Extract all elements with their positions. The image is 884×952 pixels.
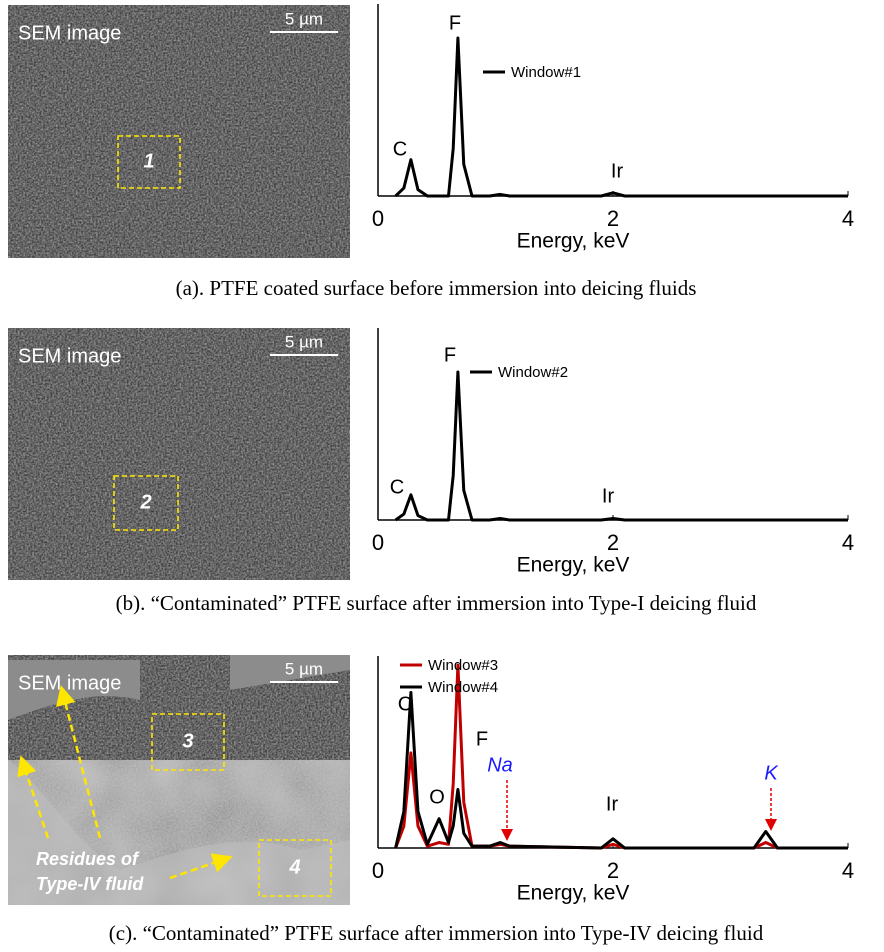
x-tick-label: 0 xyxy=(372,858,384,883)
x-tick-label: 4 xyxy=(842,858,854,883)
spectrum-line xyxy=(394,370,848,522)
peak-label: F xyxy=(444,344,456,366)
caption: (a). PTFE coated surface before immersio… xyxy=(176,276,697,300)
scale-bar-label: 5 µm xyxy=(285,9,323,28)
legend-label: Window#1 xyxy=(511,64,581,81)
spectrum-line xyxy=(394,690,848,850)
image-label: SEM image xyxy=(18,345,121,367)
spectrum-line xyxy=(394,36,848,198)
image-label: SEM image xyxy=(18,672,121,694)
scale-bar-label: 5 µm xyxy=(285,659,323,678)
peak-label: Ir xyxy=(602,485,615,507)
x-axis-label: Energy, keV xyxy=(517,882,630,905)
window-number: 1 xyxy=(143,150,154,172)
sem-texture xyxy=(8,328,350,580)
image-note: Type-IV fluid xyxy=(36,874,144,894)
window-number: 2 xyxy=(139,491,151,513)
caption: (b). “Contaminated” PTFE surface after i… xyxy=(116,591,757,615)
peak-label: F xyxy=(476,728,488,750)
image-note: Residues of xyxy=(36,849,140,869)
peak-label: C xyxy=(390,476,404,498)
x-tick-label: 4 xyxy=(842,530,854,555)
peak-label: Ir xyxy=(611,160,624,182)
peak-label: K xyxy=(764,762,779,784)
x-tick-label: 2 xyxy=(607,206,619,231)
fluid-texture xyxy=(8,760,350,905)
x-axis-label: Energy, keV xyxy=(517,554,630,577)
peak-label: C xyxy=(393,138,407,160)
x-tick-label: 4 xyxy=(842,206,854,231)
window-box xyxy=(117,135,181,189)
legend-label: Window#4 xyxy=(428,679,498,696)
x-axis-label: Energy, keV xyxy=(517,230,630,253)
window-box xyxy=(258,839,332,897)
x-tick-label: 2 xyxy=(607,530,619,555)
image-label: SEM image xyxy=(18,22,121,44)
window-number: 3 xyxy=(182,730,193,752)
legend-label: Window#2 xyxy=(498,364,568,381)
window-number: 4 xyxy=(288,856,300,878)
caption: (c). “Contaminated” PTFE surface after i… xyxy=(109,921,764,945)
arrow xyxy=(56,685,102,839)
peak-label: O xyxy=(429,786,445,808)
x-tick-label: 2 xyxy=(607,858,619,883)
arrow xyxy=(17,755,50,839)
peak-label: Na xyxy=(487,754,513,776)
x-tick-label: 0 xyxy=(372,206,384,231)
peak-label: Ir xyxy=(606,793,619,815)
peak-label: F xyxy=(449,12,461,34)
window-box xyxy=(151,713,225,771)
peak-label: C xyxy=(398,693,412,715)
sem-texture xyxy=(8,5,350,258)
scale-bar-label: 5 µm xyxy=(285,332,323,351)
legend-label: Window#3 xyxy=(428,657,498,674)
x-tick-label: 0 xyxy=(372,530,384,555)
window-box xyxy=(113,475,179,531)
